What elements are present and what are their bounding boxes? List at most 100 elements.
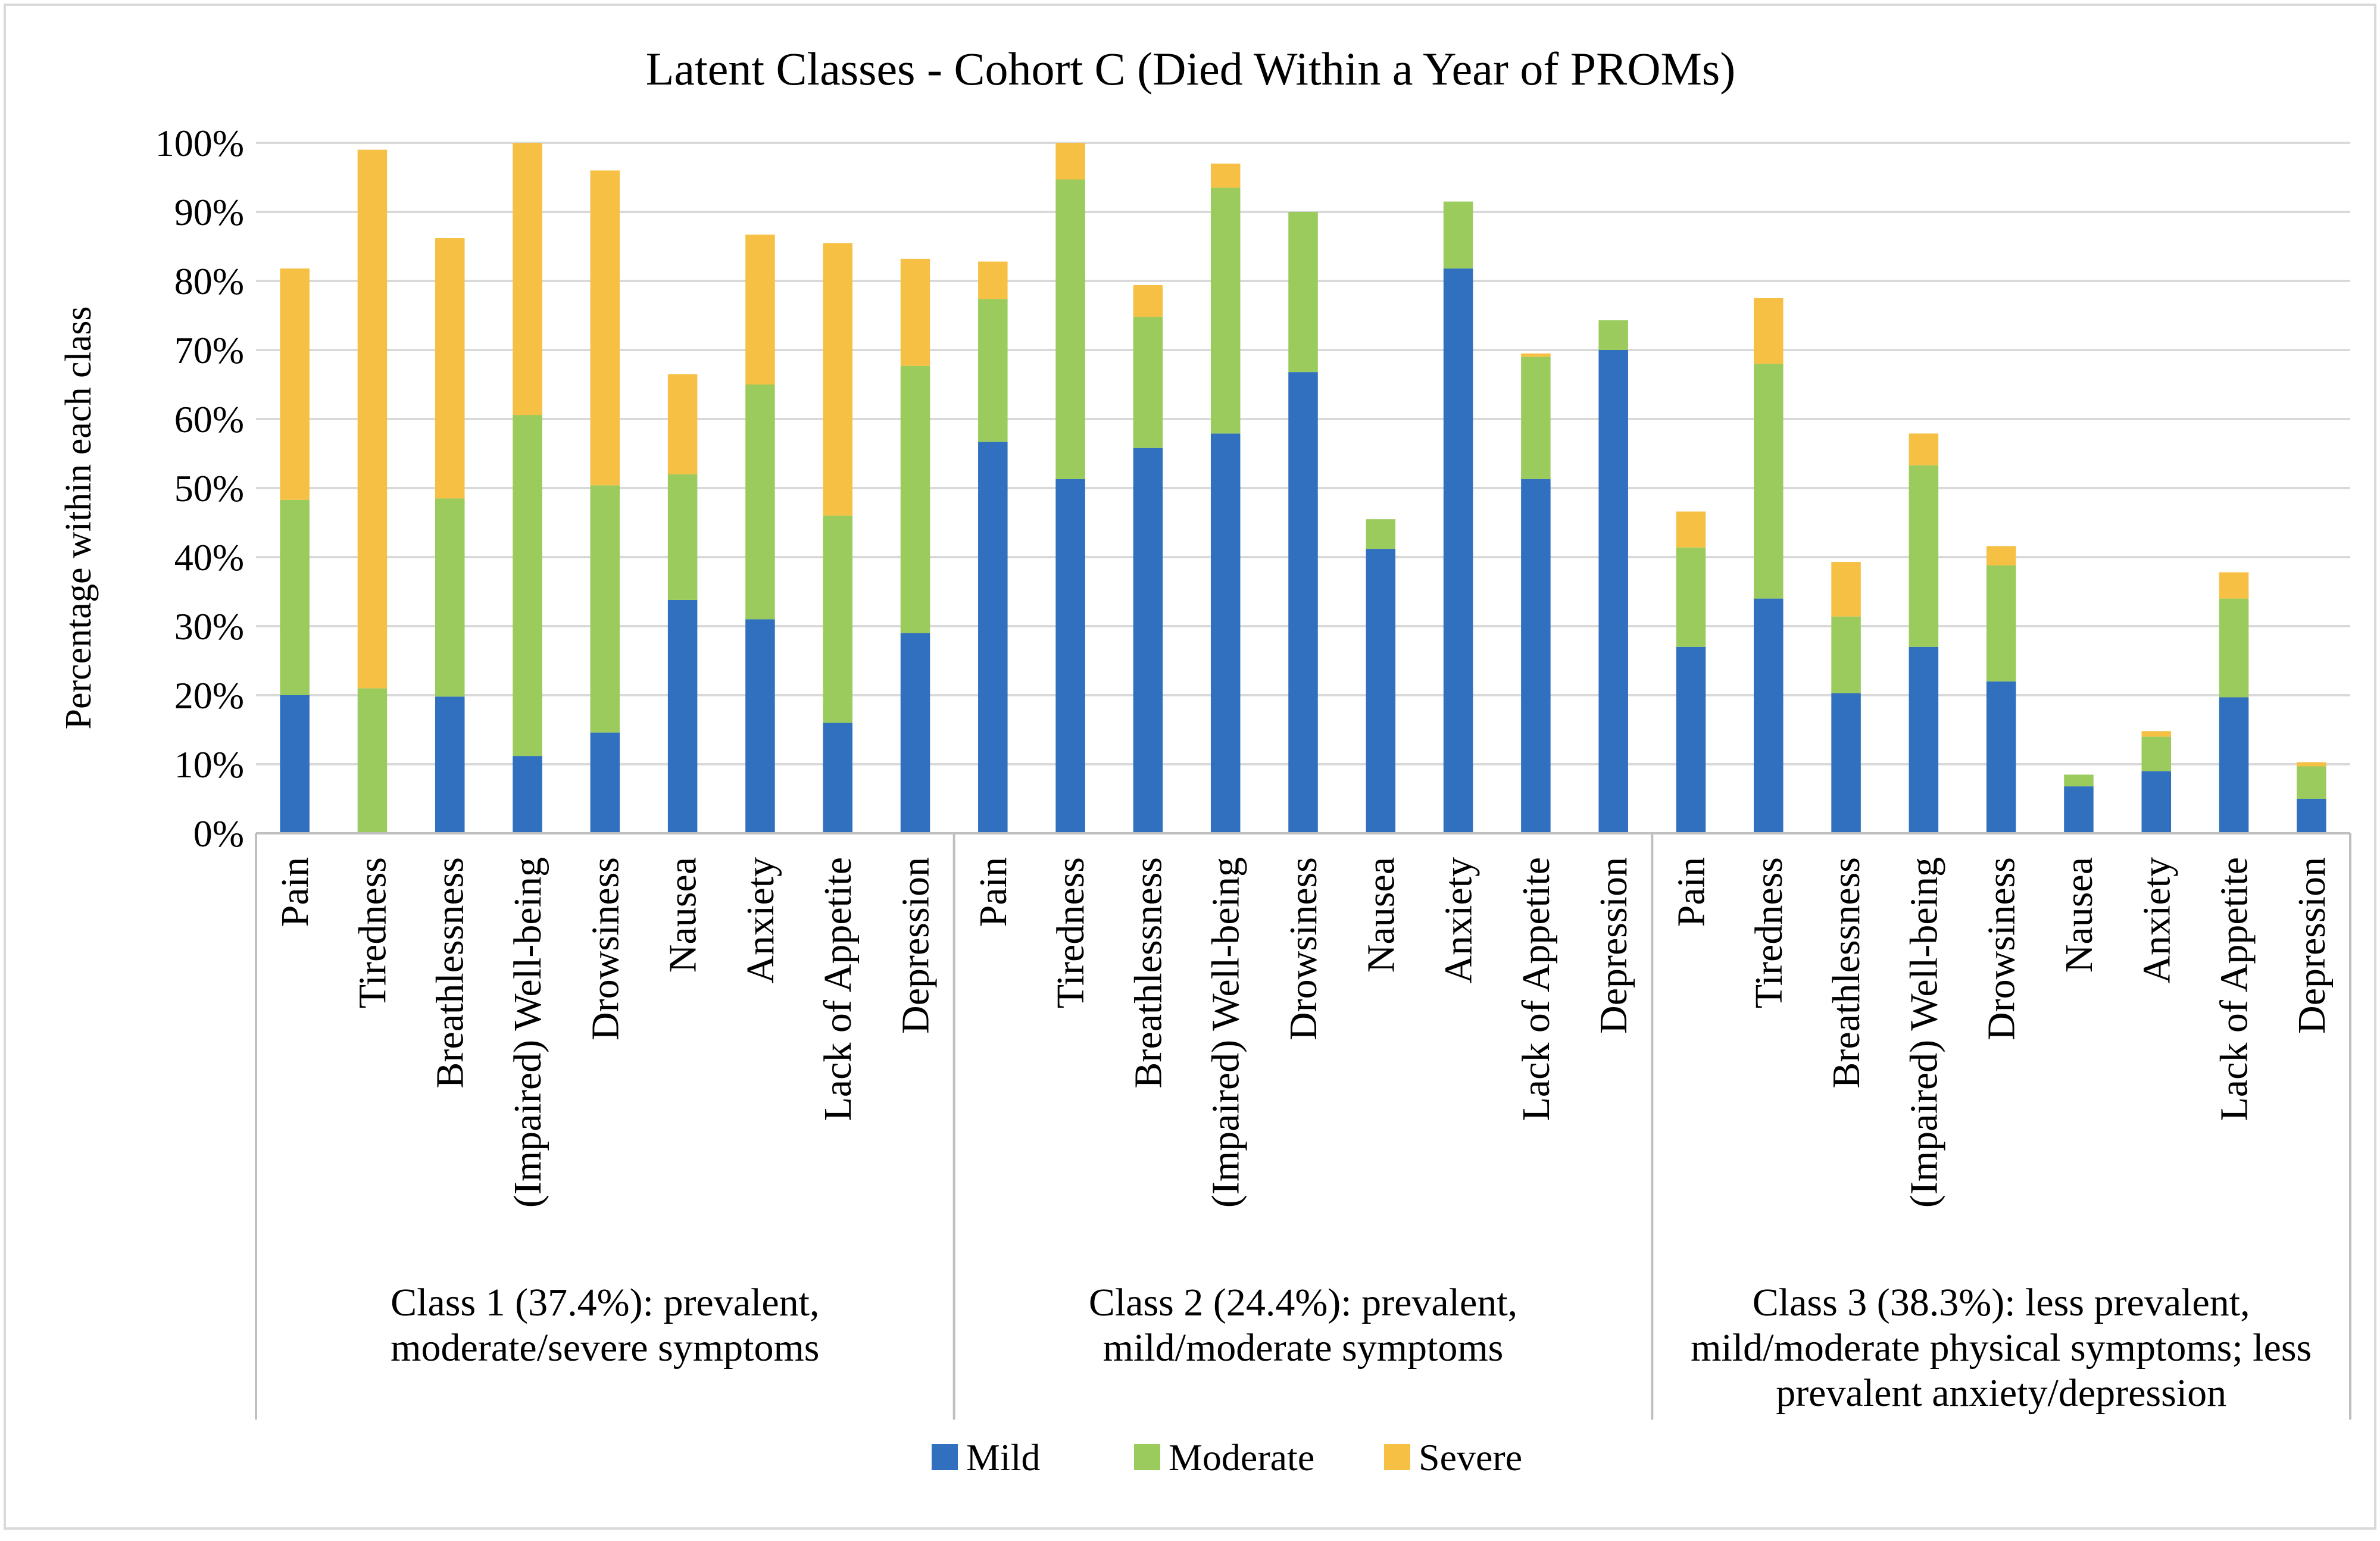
bar-mild (2219, 697, 2249, 833)
bar-mild (1210, 433, 1241, 833)
bar-severe (823, 243, 852, 516)
bar-severe (1676, 511, 1706, 548)
category-tick-label: Pain (273, 857, 317, 927)
bar-mild (435, 696, 465, 833)
y-tick-label: 50% (174, 467, 244, 510)
legend-swatch-severe (1384, 1444, 1410, 1470)
legend-swatch-mild (932, 1444, 958, 1470)
bar-moderate (900, 365, 930, 633)
bar-mild (978, 442, 1008, 833)
category-tick-label: Nausea (1359, 857, 1403, 973)
bar-severe (1909, 433, 1939, 465)
bar-moderate (435, 498, 465, 697)
category-tick-label: Drowsiness (1980, 857, 2023, 1040)
group-label-line: moderate/severe symptoms (391, 1326, 819, 1370)
bar-mild (1986, 681, 2016, 833)
category-tick-label: Anxiety (1437, 857, 1481, 984)
chart-frame (4, 4, 2376, 1530)
category-tick-label: Anxiety (739, 857, 782, 984)
bars (280, 143, 2326, 833)
chart-title: Latent Classes - Cohort C (Died Within a… (646, 43, 1735, 95)
bar-mild (900, 633, 930, 833)
category-tick-label: Lack of Appetite (1514, 857, 1558, 1121)
bar-moderate (1366, 519, 1396, 549)
y-tick-label: 40% (174, 536, 244, 579)
category-tick-label: Lack of Appetite (2213, 857, 2256, 1121)
bar-moderate (1986, 565, 2016, 682)
legend-label-mild: Mild (966, 1436, 1040, 1479)
category-tick-label: Depression (1592, 857, 1635, 1034)
bar-mild (590, 732, 620, 833)
legend-swatch-moderate (1134, 1444, 1160, 1470)
bar-mild (1133, 448, 1163, 833)
bar-severe (2297, 762, 2326, 767)
bar-mild (667, 599, 698, 833)
category-tick-label: Pain (972, 857, 1015, 927)
group-label-line: Class 3 (38.3%): less prevalent, (1753, 1281, 2250, 1324)
bar-mild (2297, 799, 2326, 833)
y-tick-label: 100% (155, 122, 244, 164)
x-axis: Pain Tiredness Breathlessness (Impaired) We… (255, 832, 2351, 1420)
bar-severe (1133, 285, 1163, 317)
bar-severe (900, 258, 930, 366)
y-tick-label: 10% (174, 743, 244, 786)
category-tick-label: Breathlessness (1126, 857, 1170, 1089)
y-tick-label: 70% (174, 329, 244, 371)
bar-severe (667, 374, 698, 474)
bar-severe (745, 235, 775, 385)
category-tick-label: Breathlessness (1825, 857, 1868, 1089)
bar-moderate (357, 688, 388, 833)
category-tick-label: (Impaired) Well-being (506, 857, 549, 1208)
bar-moderate (1909, 465, 1939, 647)
bar-moderate (1754, 364, 1784, 599)
category-tick-label: Depression (2290, 857, 2334, 1034)
bar-moderate (1831, 616, 1861, 693)
category-tick-label: Drowsiness (1282, 857, 1325, 1040)
bar-mild (2141, 771, 2172, 833)
bar-moderate (823, 515, 852, 723)
group-label-line: prevalent anxiety/depression (1776, 1371, 2226, 1415)
bar-moderate (1676, 547, 1706, 647)
bar-mild (1055, 479, 1085, 833)
category-tick-label: Nausea (2057, 857, 2101, 973)
bar-moderate (513, 415, 542, 757)
bar-mild (2064, 786, 2094, 833)
bar-severe (590, 170, 620, 486)
bar-mild (280, 695, 310, 833)
bar-moderate (1133, 317, 1163, 448)
bar-mild (1443, 268, 1473, 833)
y-tick-label: 80% (174, 260, 244, 302)
category-tick-label: (Impaired) Well-being (1204, 857, 1248, 1208)
group-label-line: Class 2 (24.4%): prevalent, (1089, 1281, 1517, 1324)
category-tick-label: Anxiety (2135, 857, 2178, 984)
category-tick-label: Tiredness (1049, 857, 1092, 1008)
bar-moderate (1055, 179, 1085, 479)
y-tick-label: 30% (174, 605, 244, 648)
group-label-line: mild/moderate symptoms (1103, 1326, 1504, 1370)
legend-label-severe: Severe (1419, 1436, 1522, 1479)
bar-moderate (745, 385, 775, 620)
y-tick-label: 0% (193, 812, 244, 855)
legend: Mild Moderate Severe (932, 1436, 1522, 1479)
bar-mild (1754, 598, 1784, 833)
bar-mild (823, 723, 852, 833)
bar-moderate (280, 499, 310, 695)
y-tick-label: 90% (174, 191, 244, 233)
legend-label-moderate: Moderate (1169, 1436, 1314, 1479)
bar-moderate (1521, 357, 1551, 479)
bar-severe (1986, 546, 2016, 565)
bar-mild (745, 619, 775, 833)
category-tick-label: Pain (1669, 857, 1713, 927)
bar-severe (2219, 572, 2249, 599)
y-tick-label: 60% (174, 398, 244, 440)
category-tick-label: Tiredness (1747, 857, 1791, 1008)
bar-mild (1521, 479, 1551, 833)
bar-severe (280, 268, 310, 500)
bar-severe (1521, 353, 1551, 357)
category-tick-label: Depression (894, 857, 938, 1034)
bar-moderate (590, 485, 620, 733)
bar-severe (2141, 731, 2172, 737)
y-tick-labels: 0% 10% 20% 30% 40% 50% 60% 70% 80% 90% 100% (155, 122, 244, 855)
